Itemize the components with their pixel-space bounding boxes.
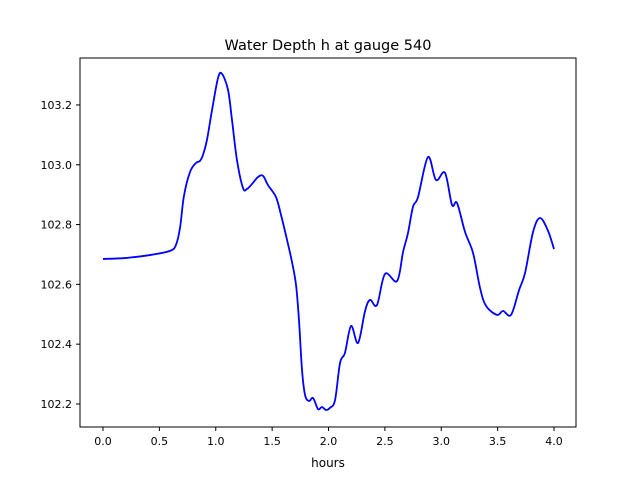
x-tick-label: 1.5 <box>263 435 281 448</box>
y-tick-label: 103.0 <box>41 159 73 172</box>
x-tick-label: 4.0 <box>545 435 563 448</box>
x-tick-label: 0.5 <box>151 435 169 448</box>
y-tick-label: 103.2 <box>41 99 73 112</box>
x-tick-label: 3.5 <box>489 435 507 448</box>
x-tick-label: 2.5 <box>376 435 394 448</box>
y-tick-label: 102.4 <box>41 338 73 351</box>
x-axis: 0.0 0.5 1.0 1.5 2.0 2.5 3.0 3.5 4.0 <box>94 427 563 448</box>
series-line-h <box>102 71 555 411</box>
x-tick-label: 1.0 <box>207 435 225 448</box>
axes-frame <box>79 57 577 428</box>
y-tick-label: 102.8 <box>41 219 73 232</box>
y-axis: 102.2 102.4 102.6 102.8 103.0 103.2 <box>41 99 80 411</box>
y-tick-label: 102.6 <box>41 278 73 291</box>
x-tick-label: 2.0 <box>320 435 338 448</box>
x-axis-label: hours <box>311 456 345 470</box>
x-tick-label: 3.0 <box>433 435 451 448</box>
x-tick-label: 0.0 <box>94 435 112 448</box>
y-tick-label: 102.2 <box>41 398 73 411</box>
chart-title: Water Depth h at gauge 540 <box>225 38 432 54</box>
